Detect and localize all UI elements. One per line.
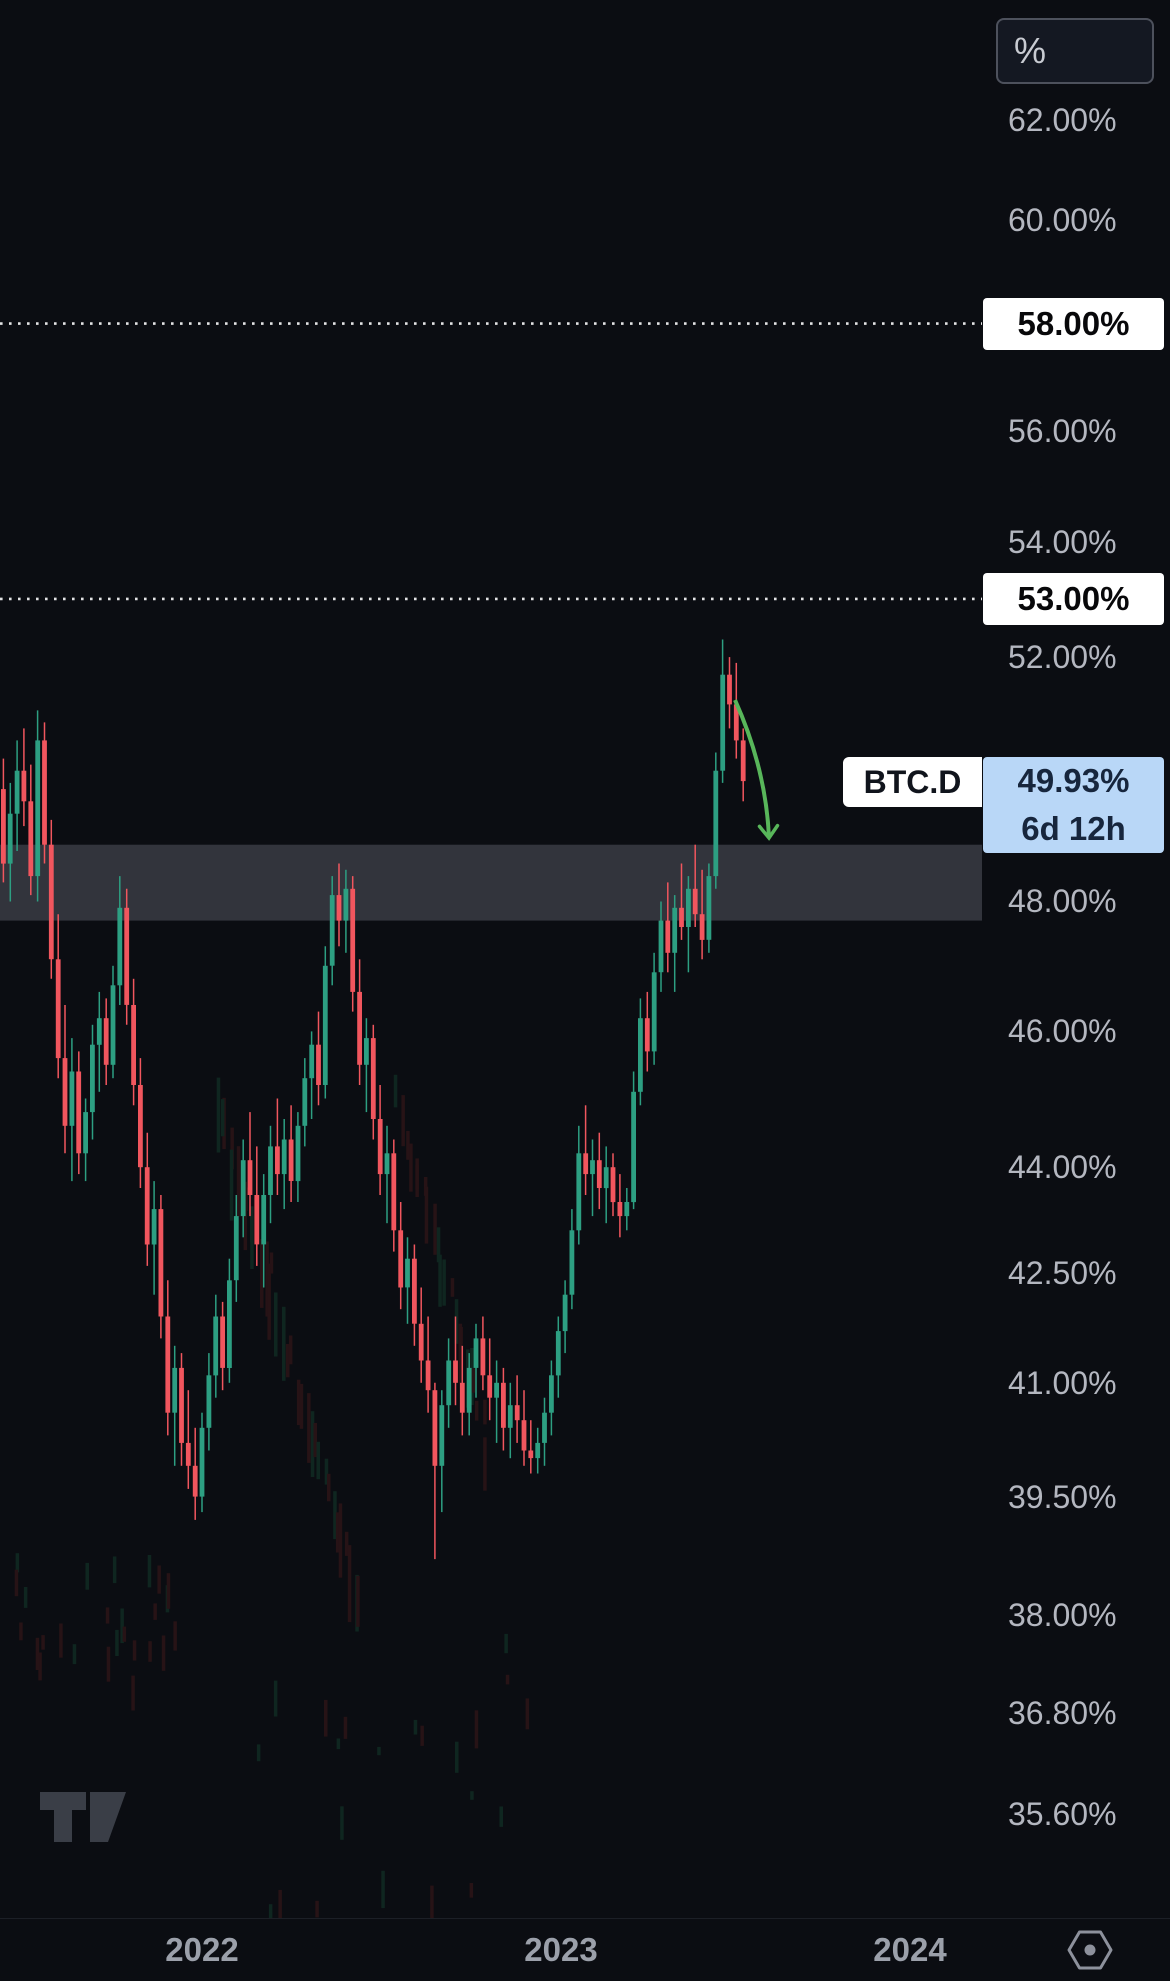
eye-hexagon-icon [1067,1930,1113,1970]
price-tick: 60.00% [1008,202,1117,239]
percent-scale-button[interactable]: % [996,18,1154,84]
tradingview-logo[interactable] [38,1782,130,1860]
last-price-value: 49.93% [1017,762,1130,800]
price-tick: 52.00% [1008,639,1117,676]
price-tick: 54.00% [1008,523,1117,560]
time-axis-label: 2023 [524,1931,598,1968]
price-axis[interactable]: % 49.93% 6d 12h 62.00% 60.00% 56.00% 54.00%… [982,0,1170,1918]
price-tick: 44.00% [1008,1149,1117,1186]
time-axis-label: 2024 [873,1931,947,1968]
price-tick: 38.00% [1008,1596,1117,1633]
price-tick: 46.00% [1008,1013,1117,1050]
candles [1,639,746,1560]
toggle-visibility-button[interactable] [1062,1925,1118,1975]
ghost-artifacts [14,1074,530,1918]
price-tick: 41.00% [1008,1364,1117,1401]
tradingview-logo-icon [40,1792,126,1842]
price-line-label[interactable]: 53.00% [983,572,1164,625]
time-axis-label: 2022 [165,1931,239,1968]
percent-scale-label: % [1014,30,1047,71]
price-tick: 39.50% [1008,1478,1117,1515]
symbol-price-tag: BTC.D [843,757,982,808]
price-tick: 62.00% [1008,102,1117,138]
last-price-label: 49.93% 6d 12h [983,757,1164,854]
price-tick: 35.60% [1008,1796,1117,1832]
time-axis[interactable]: 2022 2023 2024 [0,1918,1170,1981]
price-line-label[interactable]: 58.00% [983,297,1164,350]
price-tick: 48.00% [1008,883,1117,920]
price-tick: 42.50% [1008,1255,1117,1292]
price-tick: 56.00% [1008,412,1117,449]
price-chart-canvas[interactable] [0,0,982,1918]
price-tick: 36.80% [1008,1694,1117,1731]
bar-countdown: 6d 12h [1021,810,1126,848]
supply-zone[interactable] [0,844,982,921]
drawing-arrow[interactable] [733,699,780,841]
